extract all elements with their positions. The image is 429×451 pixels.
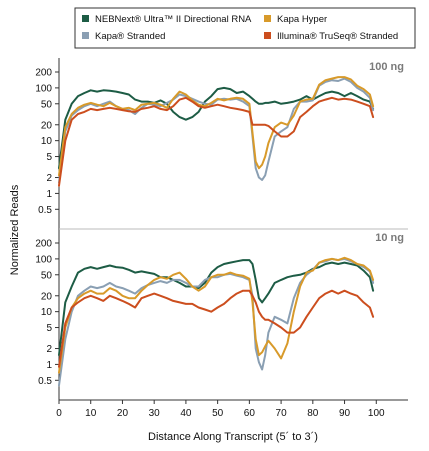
legend-swatch-truseq xyxy=(264,32,271,39)
x-tick-label: 60 xyxy=(244,408,256,419)
y-tick-label: 50 xyxy=(41,270,53,281)
y-tick-label: 1 xyxy=(46,360,52,371)
series-line-3 xyxy=(58,76,375,177)
y-tick-label: 0.5 xyxy=(38,376,52,387)
y-tick-label: 20 xyxy=(41,120,53,131)
y-tick-label: 200 xyxy=(35,68,52,79)
panel-label: 10 ng xyxy=(375,232,404,244)
x-tick-label: 90 xyxy=(339,408,351,419)
y-tick-label: 2 xyxy=(46,173,52,184)
y-tick-label: 2 xyxy=(46,344,52,355)
y-tick-label: 100 xyxy=(35,254,52,265)
legend-label-kapa-hyper: Kapa Hyper xyxy=(277,14,327,25)
series-line-3 xyxy=(58,256,375,374)
legend-label-nebnext: NEBNext® Ultra™ II Directional RNA xyxy=(95,14,252,25)
legend: NEBNext® Ultra™ II Directional RNA Kapa®… xyxy=(74,7,416,49)
legend-swatch-kapa-stranded xyxy=(82,32,89,39)
x-tick-label: 50 xyxy=(212,408,224,419)
x-tick-label: 0 xyxy=(56,408,62,419)
x-tick-label: 30 xyxy=(149,408,161,419)
legend-label-truseq: Illumina® TruSeq® Stranded xyxy=(277,31,398,42)
x-tick-label: 100 xyxy=(368,408,385,419)
x-tick-label: 20 xyxy=(117,408,129,419)
y-tick-label: 10 xyxy=(41,307,53,318)
series-line-2 xyxy=(58,77,375,184)
x-tick-label: 10 xyxy=(85,408,97,419)
legend-label-kapa-stranded: Kapa® Stranded xyxy=(95,31,165,42)
axes: 0 10 20 30 40 50 60 70 80 90 1000.5125102050100200… xyxy=(35,58,408,419)
panel-1: 100 ng xyxy=(58,61,404,187)
legend-swatch-kapa-hyper xyxy=(264,15,271,22)
x-axis-title: Distance Along Transcript (5´ to 3´) xyxy=(148,431,318,443)
panel-2: 10 ng xyxy=(58,232,404,387)
y-axis-title: Normalized Reads xyxy=(9,184,21,275)
y-tick-label: 5 xyxy=(46,323,52,334)
series-line-1 xyxy=(58,259,375,357)
y-tick-label: 100 xyxy=(35,83,52,94)
plot-panels: 100 ng 10 ng xyxy=(58,61,404,387)
x-tick-label: 70 xyxy=(276,408,288,419)
x-tick-label: 80 xyxy=(307,408,319,419)
series-line-2 xyxy=(58,257,375,387)
legend-box xyxy=(74,7,416,49)
y-tick-label: 10 xyxy=(41,136,53,147)
y-tick-label: 50 xyxy=(41,99,53,110)
series-line-4 xyxy=(58,289,375,368)
y-tick-label: 0.5 xyxy=(38,205,52,216)
panel-label: 100 ng xyxy=(369,61,404,73)
x-tick-label: 40 xyxy=(180,408,192,419)
series-line-1 xyxy=(58,86,375,170)
y-tick-label: 1 xyxy=(46,189,52,200)
y-tick-label: 20 xyxy=(41,291,53,302)
series-line-4 xyxy=(58,96,375,187)
y-tick-label: 200 xyxy=(35,239,52,250)
y-tick-label: 5 xyxy=(46,152,52,163)
legend-swatch-nebnext xyxy=(82,15,89,22)
